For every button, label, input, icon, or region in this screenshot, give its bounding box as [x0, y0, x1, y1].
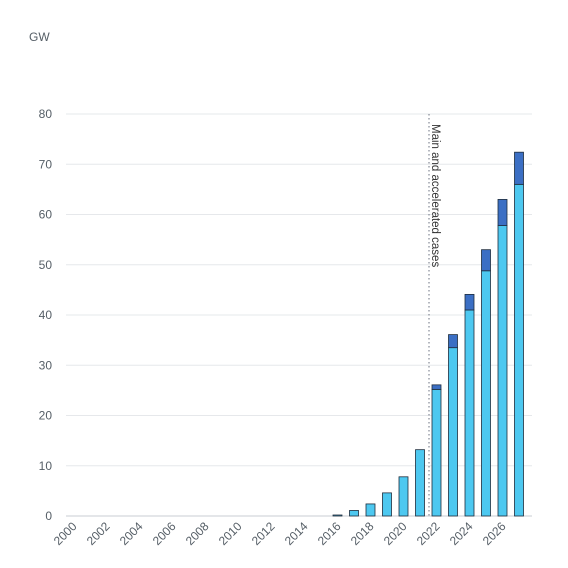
x-tick-label-2000: 2000 [51, 519, 80, 548]
bar-main-2021 [415, 449, 425, 517]
bar-main-2024 [464, 309, 475, 517]
bar-accelerated-2024 [464, 293, 475, 311]
y-tick-label-80: 80 [39, 107, 53, 121]
bar-main-2020 [398, 476, 409, 517]
x-tick-label-2014: 2014 [282, 519, 311, 548]
bar-accelerated-2027 [514, 151, 524, 185]
y-tick-label-20: 20 [39, 409, 53, 423]
bar-main-2017 [349, 510, 359, 517]
cases-annotation-label: Main and accelerated cases [429, 124, 441, 267]
bar-main-2023 [448, 347, 458, 517]
y-axis-ticks: 0 10 20 30 40 50 60 70 80 [39, 107, 53, 523]
bar-accelerated-2025 [481, 249, 491, 272]
bar-main-2027 [514, 183, 524, 517]
bar-main-2016 [332, 514, 343, 517]
grid-lines [66, 113, 532, 517]
x-tick-label-2006: 2006 [150, 519, 179, 548]
bar-main-2025 [481, 270, 491, 517]
bar-main-2018 [365, 503, 376, 517]
y-tick-label-10: 10 [39, 459, 53, 473]
bars [332, 151, 524, 517]
x-tick-label-2004: 2004 [117, 519, 146, 548]
y-tick-label-60: 60 [39, 208, 53, 222]
cases-annotation: Main and accelerated cases [428, 114, 441, 516]
y-unit-label: GW [29, 30, 50, 44]
bar-accelerated-2023 [448, 334, 458, 349]
x-tick-label-2016: 2016 [315, 519, 344, 548]
x-tick-label-2002: 2002 [84, 519, 113, 548]
y-tick-label-70: 70 [39, 157, 53, 171]
y-tick-label-30: 30 [39, 358, 53, 372]
x-tick-label-2018: 2018 [348, 519, 377, 548]
x-tick-label-2024: 2024 [447, 519, 476, 548]
bar-main-2019 [382, 492, 392, 517]
bar-main-2022 [431, 388, 442, 517]
x-tick-label-2010: 2010 [216, 519, 245, 548]
bar-main-2026 [497, 225, 508, 517]
bar-accelerated-2022 [431, 384, 442, 390]
x-axis-ticks: 2000 2002 2004 2006 2008 2010 2012 2014 2016 2018… [51, 519, 509, 548]
y-tick-label-50: 50 [39, 258, 53, 272]
y-tick-label-0: 0 [45, 509, 52, 523]
x-tick-label-2022: 2022 [414, 519, 443, 548]
x-tick-label-2026: 2026 [480, 519, 509, 548]
bar-accelerated-2026 [497, 199, 508, 226]
x-tick-label-2020: 2020 [381, 519, 410, 548]
x-tick-label-2012: 2012 [249, 519, 278, 548]
x-tick-label-2008: 2008 [183, 519, 212, 548]
y-tick-label-40: 40 [39, 308, 53, 322]
